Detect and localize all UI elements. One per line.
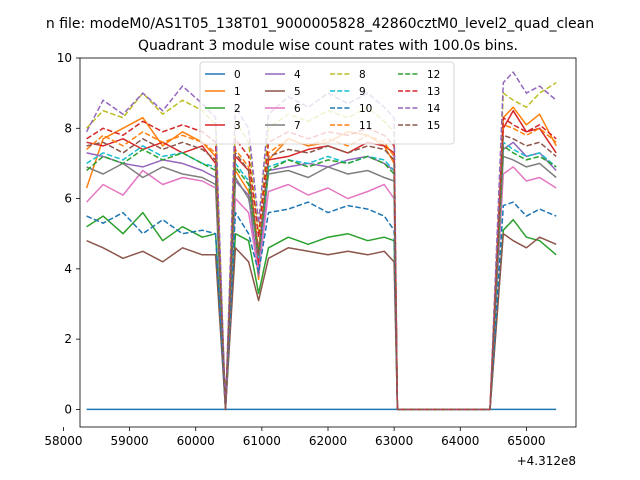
y-tick-label: 0: [64, 402, 72, 416]
series-line-5: [86, 232, 557, 411]
legend-label-4: 4: [294, 69, 301, 81]
y-tick-label: 4: [64, 262, 72, 276]
legend-label-5: 5: [294, 86, 301, 98]
legend-frame: [199, 61, 455, 145]
x-tick-label: 58000: [44, 434, 82, 448]
x-tick-label: 62000: [309, 434, 347, 448]
series-line-15: [86, 134, 557, 411]
legend-label-12: 12: [427, 69, 440, 81]
y-tick-label: 10: [57, 51, 72, 65]
legend-label-8: 8: [359, 69, 366, 81]
x-tick-label: 60000: [177, 434, 215, 448]
legend-label-3: 3: [234, 120, 241, 132]
x-axis-offset-label: +4.312e8: [517, 454, 576, 468]
legend-label-10: 10: [359, 103, 372, 115]
y-tick-label: 8: [64, 121, 72, 135]
figure-suptitle: n file: modeM0/AS1T05_138T01_9000005828_…: [46, 16, 594, 32]
legend-label-1: 1: [234, 86, 241, 98]
series-layer: [85, 71, 557, 411]
x-tick-label: 59000: [111, 434, 149, 448]
x-tick-label: 64000: [441, 434, 479, 448]
x-tick-label: 61000: [243, 434, 281, 448]
legend-label-11: 11: [359, 120, 372, 132]
series-line-10: [86, 201, 557, 411]
legend-label-2: 2: [234, 103, 241, 115]
legend-label-13: 13: [427, 86, 440, 98]
chart-title: Quadrant 3 module wise count rates with …: [138, 38, 518, 54]
x-tick-label: 65000: [507, 434, 545, 448]
legend-label-9: 9: [359, 86, 366, 98]
x-tick-label: 63000: [375, 434, 413, 448]
legend-label-7: 7: [294, 120, 301, 132]
y-axis: 0 2 4 6 8 10: [57, 51, 80, 416]
y-tick-label: 6: [64, 192, 72, 206]
legend-label-0: 0: [234, 69, 241, 81]
legend-label-6: 6: [294, 103, 301, 115]
legend-label-14: 14: [427, 103, 441, 115]
y-tick-label: 2: [64, 332, 72, 346]
x-axis: 58000 59000 60000 61000 62000 63000 64000 65000: [44, 427, 545, 448]
legend-label-15: 15: [427, 120, 440, 132]
